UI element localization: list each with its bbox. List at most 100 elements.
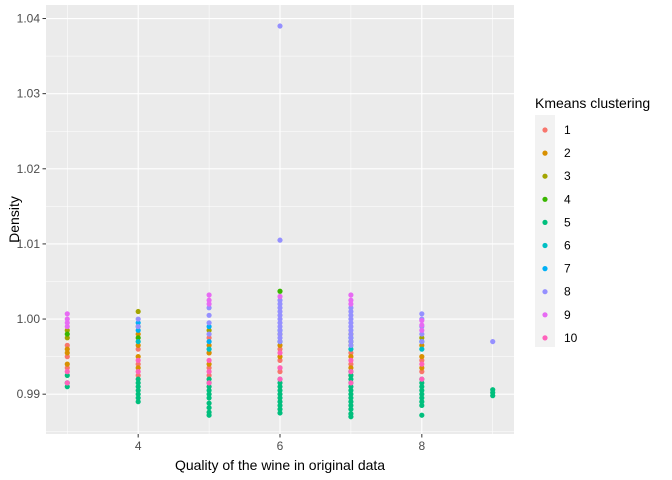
data-point-cluster-9 (64, 323, 70, 330)
data-point-cluster-8 (277, 320, 283, 326)
x-tick-label: 6 (277, 439, 284, 453)
data-point-cluster-7 (206, 323, 212, 330)
data-point-cluster-1 (135, 372, 141, 378)
data-point-cluster-2 (206, 361, 212, 367)
data-point-cluster-1 (64, 342, 70, 348)
x-axis-title: Quality of the wine in original data (175, 457, 385, 473)
data-point-cluster-1 (419, 357, 425, 363)
data-point-cluster-8 (419, 331, 425, 337)
data-point-cluster-8 (277, 312, 283, 318)
data-point-cluster-10 (277, 350, 283, 356)
data-point-cluster-8 (348, 320, 354, 326)
legend-key-10 (542, 335, 548, 341)
data-point-cluster-2 (206, 350, 212, 356)
data-point-cluster-8 (206, 305, 212, 311)
data-point-cluster-9 (348, 301, 354, 307)
data-point-cluster-5 (206, 405, 212, 411)
data-point-cluster-9 (64, 311, 70, 317)
data-point-cluster-9 (419, 317, 425, 324)
legend-label-9: 9 (564, 308, 571, 322)
legend: Kmeans clustering 1 2 3 4 5 6 7 8 9 10 (535, 95, 650, 347)
legend-key-2 (542, 150, 548, 156)
data-point-cluster-2 (277, 342, 283, 348)
data-point-cluster-8 (135, 316, 141, 322)
legend-key-5 (542, 219, 548, 225)
data-point-cluster-5 (348, 411, 354, 417)
data-point-cluster-7 (206, 338, 212, 345)
data-point-cluster-8 (277, 323, 283, 330)
legend-label-2: 2 (564, 146, 571, 160)
data-point-cluster-8 (277, 305, 283, 311)
data-point-cluster-2 (135, 331, 141, 337)
data-point-cluster-10 (135, 369, 141, 375)
data-point-cluster-5 (490, 387, 496, 393)
data-point-cluster-5 (419, 399, 425, 405)
data-point-cluster-8 (277, 331, 283, 337)
data-point-cluster-5 (419, 402, 425, 409)
data-point-cluster-8 (348, 331, 354, 337)
data-point-cluster-5 (277, 391, 283, 397)
data-point-cluster-8 (348, 308, 354, 315)
y-tick-label: 1.04 (17, 12, 41, 26)
data-point-cluster-5 (419, 384, 425, 390)
data-point-cluster-1 (64, 365, 70, 371)
legend-label-6: 6 (564, 239, 571, 253)
y-tick-label: 1.01 (17, 237, 41, 251)
data-point-cluster-5 (348, 387, 354, 394)
legend-key-7 (542, 266, 548, 272)
x-tick-label: 8 (418, 439, 425, 453)
data-point-cluster-5 (206, 384, 212, 390)
data-point-cluster-5 (135, 395, 141, 401)
data-point-cluster-8 (277, 335, 283, 341)
data-point-cluster-5 (348, 376, 354, 382)
data-point-cluster-1 (135, 361, 141, 367)
data-point-cluster-10 (206, 380, 212, 386)
data-point-cluster-9 (348, 297, 354, 303)
data-point-cluster-5 (206, 376, 212, 382)
legend-key-8 (542, 289, 548, 295)
data-point-cluster-8 (277, 316, 283, 322)
data-point-cluster-5 (135, 391, 141, 397)
data-point-cluster-2 (64, 361, 70, 367)
y-tick-label: 1.03 (17, 87, 41, 101)
y-axis: 0.99 1.00 1.01 1.02 1.03 1.04 (17, 12, 46, 401)
data-point-cluster-6 (135, 338, 141, 345)
data-point-cluster-1 (135, 346, 141, 352)
data-point-cluster-9 (419, 322, 425, 328)
data-point-cluster-8 (277, 237, 283, 243)
data-point-cluster-4 (277, 288, 283, 294)
data-point-cluster-8 (348, 316, 354, 322)
data-point-cluster-5 (419, 412, 425, 418)
data-point-cluster-5 (135, 384, 141, 390)
data-point-cluster-5 (277, 410, 283, 416)
data-point-cluster-8 (277, 308, 283, 315)
legend-key-4 (542, 196, 548, 202)
data-point-cluster-5 (348, 384, 354, 390)
data-point-cluster-5 (64, 372, 70, 378)
legend-label-4: 4 (564, 192, 571, 206)
data-point-cluster-2 (64, 350, 70, 356)
data-point-cluster-5 (277, 387, 283, 394)
data-point-cluster-1 (277, 346, 283, 352)
data-point-cluster-8 (419, 338, 425, 345)
data-point-cluster-8 (277, 338, 283, 345)
data-point-cluster-10 (419, 376, 425, 382)
data-point-cluster-5 (135, 376, 141, 382)
data-point-cluster-8 (277, 23, 283, 29)
data-point-cluster-9 (348, 292, 354, 298)
data-point-cluster-2 (135, 342, 141, 348)
data-point-cluster-10 (419, 361, 425, 367)
data-point-cluster-2 (135, 354, 141, 360)
data-point-cluster-1 (64, 354, 70, 360)
data-point-cluster-8 (277, 327, 283, 333)
data-point-cluster-1 (348, 361, 354, 367)
data-point-cluster-2 (135, 365, 141, 371)
data-point-cluster-8 (490, 338, 496, 345)
data-point-cluster-9 (206, 297, 212, 303)
data-point-cluster-5 (135, 387, 141, 394)
data-point-cluster-8 (348, 305, 354, 311)
data-point-cluster-1 (277, 357, 283, 363)
data-point-cluster-3 (419, 335, 425, 341)
data-point-cluster-5 (135, 380, 141, 386)
